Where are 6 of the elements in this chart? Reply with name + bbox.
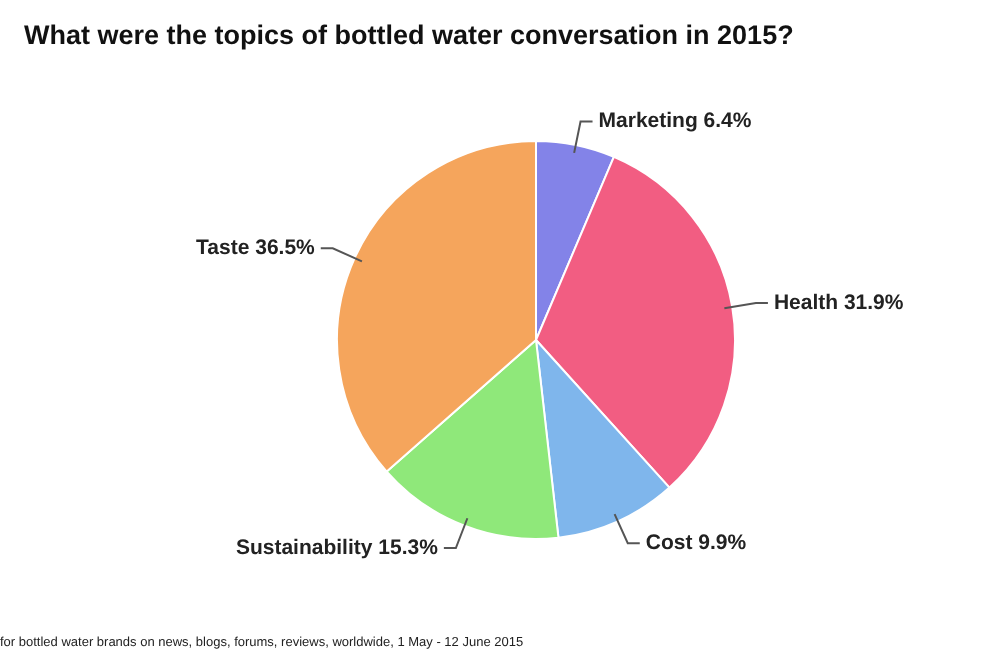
slice-label: Sustainability 15.3% — [235, 535, 440, 560]
slice-label: Health 31.9% — [773, 290, 905, 315]
slice-label: Taste 36.5% — [196, 236, 317, 261]
slice-label: Cost 9.9% — [645, 531, 748, 556]
chart-title: What were the topics of bottled water conversation in 2015? — [24, 20, 794, 50]
slice-label: Marketing 6.4% — [598, 109, 753, 134]
